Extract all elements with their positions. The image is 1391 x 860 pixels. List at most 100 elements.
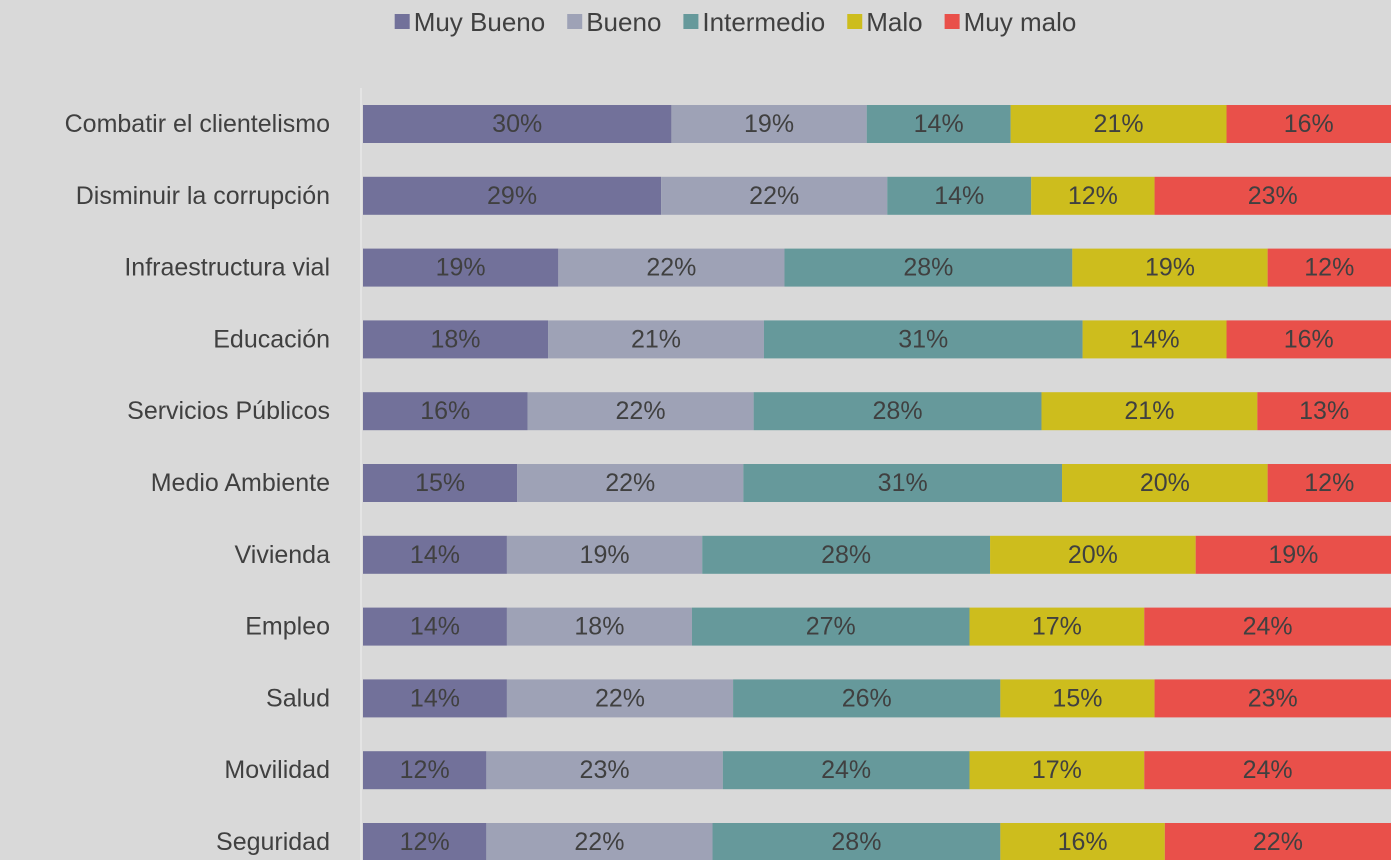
- value-label: 14%: [914, 110, 964, 138]
- legend-label: Bueno: [586, 7, 661, 37]
- bar-segment: [363, 320, 549, 359]
- bar-segment: [363, 823, 487, 860]
- legend-label: Intermedio: [702, 7, 825, 37]
- category-label: Combatir el clientelismo: [65, 110, 330, 138]
- bar-segment: [702, 535, 991, 574]
- value-label: 12%: [1304, 469, 1354, 497]
- bar-segment: [1062, 464, 1268, 502]
- value-label: 14%: [410, 613, 460, 641]
- value-label: 28%: [873, 397, 923, 425]
- value-label: 24%: [821, 756, 871, 784]
- bar-segment: [1267, 248, 1391, 287]
- bar-segment: [363, 607, 507, 646]
- value-label: 23%: [580, 756, 630, 784]
- value-label: 14%: [934, 182, 984, 210]
- value-label: 12%: [1068, 182, 1118, 210]
- category-label: Vivienda: [235, 541, 331, 569]
- legend-label: Muy Bueno: [414, 7, 546, 37]
- value-label: 19%: [1145, 254, 1195, 282]
- value-label: 13%: [1299, 397, 1349, 425]
- bar-segment: [1082, 320, 1227, 359]
- bar-segment: [1226, 320, 1391, 359]
- value-label: 12%: [1304, 254, 1354, 282]
- value-label: 21%: [1124, 397, 1174, 425]
- bar-segment: [363, 392, 528, 431]
- value-label: 19%: [1268, 541, 1318, 569]
- value-label: 18%: [430, 325, 480, 353]
- bar-segment: [506, 679, 734, 718]
- value-label: 16%: [1058, 828, 1108, 856]
- value-label: 16%: [1284, 110, 1334, 138]
- bar-segment: [363, 535, 507, 574]
- bar-segment: [517, 464, 744, 502]
- value-label: 27%: [806, 613, 856, 641]
- bar-segment: [363, 248, 559, 287]
- bar-segment: [1041, 392, 1258, 431]
- value-label: 17%: [1032, 756, 1082, 784]
- value-label: 22%: [1253, 828, 1303, 856]
- value-label: 22%: [574, 828, 624, 856]
- legend-swatch: [683, 14, 699, 29]
- value-label: 23%: [1248, 684, 1298, 712]
- category-label: Seguridad: [216, 828, 330, 856]
- bar-segment: [1164, 823, 1391, 860]
- bar-segment: [969, 751, 1145, 790]
- bar-segment: [558, 248, 785, 287]
- value-label: 19%: [580, 541, 630, 569]
- bar-segment: [722, 751, 970, 790]
- value-label: 26%: [842, 684, 892, 712]
- value-label: 12%: [400, 756, 450, 784]
- legend-label: Muy malo: [964, 7, 1077, 37]
- bar-segment: [1257, 392, 1391, 431]
- value-label: 22%: [646, 254, 696, 282]
- value-label: 31%: [878, 469, 928, 497]
- value-label: 17%: [1032, 613, 1082, 641]
- value-label: 19%: [744, 110, 794, 138]
- bar-segment: [506, 607, 692, 646]
- value-label: 28%: [831, 828, 881, 856]
- value-label: 21%: [631, 325, 681, 353]
- bar-segment: [1010, 105, 1227, 143]
- category-label: Empleo: [245, 613, 330, 641]
- value-label: 15%: [415, 469, 465, 497]
- category-label: Movilidad: [224, 756, 330, 784]
- bar-segment: [363, 105, 672, 143]
- bar-segment: [1031, 176, 1155, 215]
- bar-segment: [763, 320, 1083, 359]
- value-label: 19%: [436, 254, 486, 282]
- bar-segment: [969, 607, 1145, 646]
- bar-segment: [486, 823, 713, 860]
- category-label: Infraestructura vial: [124, 254, 330, 282]
- bar-segment: [1154, 176, 1391, 215]
- bar-segment: [712, 823, 1001, 860]
- value-label: 18%: [574, 613, 624, 641]
- bar-segment: [363, 464, 518, 502]
- bar-segment: [1226, 105, 1391, 143]
- legend-swatch: [394, 14, 410, 29]
- bar-segment: [691, 607, 970, 646]
- bar-segment: [753, 392, 1042, 431]
- bar-segment: [866, 105, 1011, 143]
- value-label: 20%: [1068, 541, 1118, 569]
- value-label: 14%: [410, 541, 460, 569]
- legend-swatch: [567, 14, 583, 29]
- value-label: 12%: [400, 828, 450, 856]
- value-label: 21%: [1094, 110, 1144, 138]
- legend-label: Malo: [866, 7, 922, 37]
- category-label: Disminuir la corrupción: [76, 182, 330, 210]
- bar-segment: [363, 679, 507, 718]
- bar-segment: [527, 392, 754, 431]
- bar-segment: [1144, 751, 1391, 790]
- bar-segment: [1072, 248, 1268, 287]
- bar-segment: [1144, 607, 1391, 646]
- bar-segment: [1195, 535, 1391, 574]
- value-label: 24%: [1243, 756, 1293, 784]
- value-label: 31%: [898, 325, 948, 353]
- bar-segment: [1267, 464, 1391, 502]
- bar-segment: [990, 535, 1196, 574]
- value-label: 16%: [420, 397, 470, 425]
- category-label: Medio Ambiente: [151, 469, 330, 497]
- category-label: Salud: [266, 684, 330, 712]
- value-label: 22%: [595, 684, 645, 712]
- bar-segment: [733, 679, 1001, 718]
